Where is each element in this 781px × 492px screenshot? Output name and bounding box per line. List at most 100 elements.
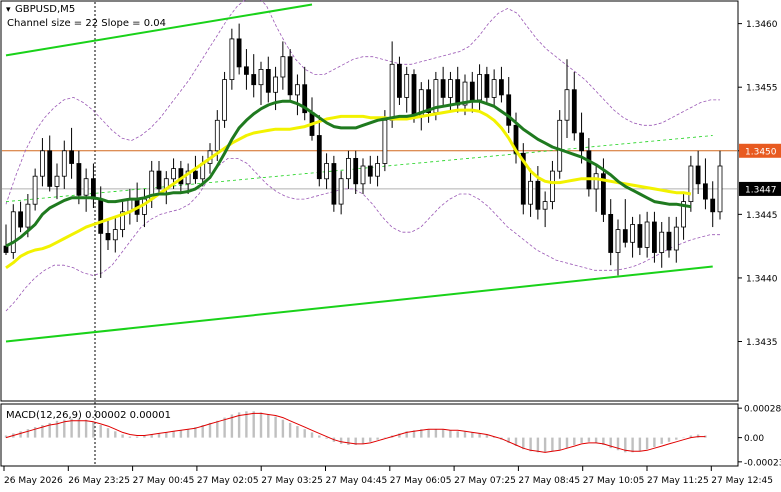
moving-average-fast [5,99,692,248]
macd-histogram-bar [594,437,598,443]
candle-body-bear [637,224,643,248]
macd-histogram-bar [383,437,387,439]
candle [338,171,344,215]
macd-histogram-bar [4,435,8,438]
candle-body-bull [222,79,228,121]
candle [243,49,249,90]
candle-body-bull [550,170,555,203]
candle-body-bear [579,132,584,152]
candle [557,110,563,179]
candle-body-bear [652,221,657,253]
macd-histogram-bar [580,437,583,443]
candle-body-bear [47,150,53,187]
candle [440,66,446,105]
macd-histogram-bar [310,432,314,438]
candle-body-bear [302,84,308,114]
macd-histogram-bar [216,420,219,438]
macd-histogram-bar [259,412,263,438]
macd-histogram-bar [339,437,343,444]
macd-histogram-bar [638,437,642,452]
price-tick-label: 1.3440 [746,274,778,284]
macd-histogram-bar [303,429,306,438]
macd-histogram-bar [573,437,576,445]
candle [550,160,555,210]
macd-histogram-bar [682,437,685,439]
candle [316,115,322,187]
candle [659,221,665,268]
macd-histogram-bar [405,431,408,438]
macd-histogram-bar [478,433,481,438]
macd-histogram-bar [48,422,51,438]
candle [251,54,257,98]
candle-body-bull [717,165,723,213]
time-tick-label: 26 May 23:25 [68,476,130,486]
candle [666,216,672,258]
macd-histogram-bar [376,437,379,440]
price-panel-frame [0,0,739,402]
macd-histogram-bar [522,437,525,450]
time-tick-label: 27 May 00:45 [133,476,195,486]
macd-histogram-bar [675,437,678,440]
candle [61,140,67,189]
candle-body-bear [586,150,592,190]
candle-body-bull [345,157,351,180]
candle [688,155,694,212]
candle-body-bear [91,178,96,200]
candle [579,112,584,164]
candle [681,191,686,240]
candle-body-bull [557,119,563,172]
macd-histogram-bar [485,434,489,438]
candle [498,66,504,103]
macd-histogram-bar [172,431,175,438]
macd-histogram-bar [237,412,241,438]
candle-body-bear [710,198,716,213]
candle [710,181,716,228]
macd-histogram-bar [296,426,299,438]
macd-histogram-bar [63,419,66,438]
macd-histogram-bar [420,429,423,438]
candle [608,199,614,266]
macd-histogram-bar [653,437,656,448]
candle-body-bull [273,76,279,93]
candle-body-bull [615,229,621,253]
candle [185,163,191,195]
candle-body-bull [54,175,60,187]
macd-plot-area [4,411,707,453]
candle-body-bull [280,56,286,78]
candle [652,211,657,263]
candle-body-bull [324,163,330,180]
candle-body-bear [316,135,322,180]
candle-body-bear [455,79,461,106]
macd-histogram-bar [41,425,44,438]
macd-histogram-bar [128,436,132,438]
time-tick-label: 26 May 2026 [4,476,63,486]
candle [703,158,708,210]
candle [506,77,512,133]
candle-body-bull [644,221,650,248]
candle-body-bear [265,69,271,93]
macd-histogram-bar [135,436,139,438]
candle-body-bear [18,211,24,228]
candle [404,66,410,113]
moving-average-slow [5,108,692,270]
candle [360,158,366,195]
candle [615,219,621,276]
candle-body-bull [294,84,300,96]
macd-histogram-bar [33,427,37,438]
macd-histogram-bar [121,434,124,438]
macd-histogram-bar [543,437,547,453]
candle [265,56,271,103]
candle-body-bear [236,38,242,68]
candle [630,216,635,258]
candle-body-bear [506,94,512,126]
candle-body-bull [40,150,45,177]
time-tick-label: 27 May 12:45 [711,476,773,486]
macd-histogram-bar [361,437,365,444]
candle [112,216,118,253]
candle [542,191,548,228]
marker-price-label: 1.3450 [745,147,777,157]
candle [637,214,643,256]
candle-body-bear [695,165,701,185]
